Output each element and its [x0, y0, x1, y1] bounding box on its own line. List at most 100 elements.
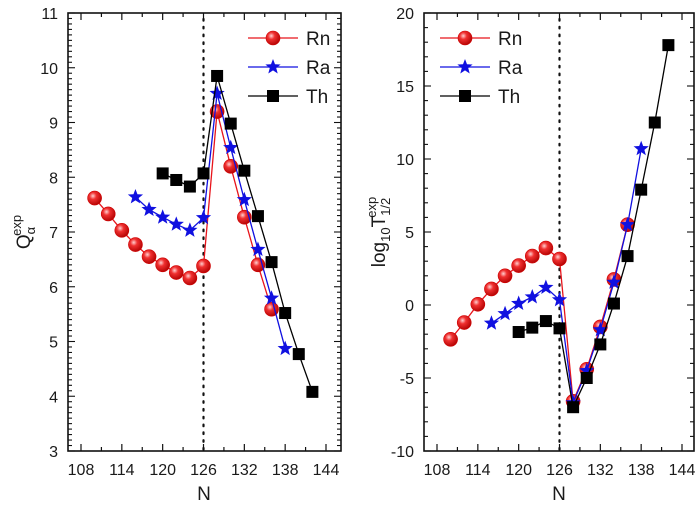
right-ylabel-sub: 1/2	[378, 198, 393, 216]
legend-item-rn: Rn	[248, 29, 330, 50]
data-point-th	[662, 39, 675, 52]
data-point-rn	[538, 240, 554, 256]
x-tick-label: 126	[190, 462, 217, 479]
data-point-rn	[128, 237, 143, 252]
legend-item-ra: Ra	[440, 58, 523, 79]
y-tick-label: 0	[405, 298, 414, 315]
data-point-ra	[250, 241, 266, 256]
left-x-axis-label: N	[197, 484, 211, 505]
y-tick-label: 9	[49, 116, 58, 133]
x-tick-label: 144	[313, 462, 340, 479]
legend-label: Ra	[498, 58, 523, 79]
y-tick-label: 7	[49, 225, 58, 242]
y-tick-label: 5	[49, 335, 58, 352]
data-point-th	[553, 322, 566, 335]
data-point-rn	[552, 251, 567, 267]
data-point-ra	[592, 321, 608, 337]
legend-item-rn: Rn	[440, 29, 522, 50]
data-point-ra	[263, 290, 280, 305]
data-point-ra	[633, 140, 649, 156]
data-point-ra	[155, 209, 171, 224]
x-tick-label: 108	[424, 462, 451, 479]
legend-label: Th	[306, 87, 328, 108]
y-tick-label: 11	[41, 6, 58, 23]
data-point-th	[607, 297, 620, 310]
data-point-ra	[497, 305, 513, 321]
data-point-ra	[182, 222, 198, 237]
right-ylabel-log: log	[369, 242, 390, 267]
data-point-rn	[511, 258, 526, 273]
right-plot-frame	[423, 12, 695, 452]
right-legend: Rn Ra Th	[440, 29, 523, 108]
data-point-ra	[168, 216, 184, 231]
left-panel: 108 114 120 126 132 138 144 3 4 5 6 7 8 9 10 11 N Qαexp…	[9, 6, 342, 505]
data-point-rn	[456, 315, 472, 330]
series-line-th	[162, 75, 314, 393]
data-point-rn	[524, 248, 540, 264]
y-tick-label: -5	[400, 371, 414, 388]
left-legend: Rn Ra Th	[248, 29, 331, 108]
legend-marker-ra	[265, 59, 281, 74]
data-point-ra	[195, 209, 212, 225]
right-ylabel-t: T	[369, 215, 390, 227]
x-tick-label: 108	[68, 462, 95, 479]
legend-marker-th	[459, 90, 471, 102]
data-point-ra	[127, 188, 144, 204]
series-line-th	[518, 44, 670, 410]
data-point-th	[621, 250, 634, 263]
x-tick-label: 126	[546, 462, 573, 479]
data-point-rn	[196, 258, 211, 274]
series-th	[156, 69, 319, 398]
data-point-th	[238, 164, 251, 177]
data-point-ra	[538, 279, 554, 294]
x-tick-label: 138	[272, 462, 299, 479]
legend-label: Ra	[306, 58, 331, 79]
data-point-ra	[236, 191, 252, 207]
y-tick-label: 10	[40, 61, 58, 78]
data-point-th	[156, 167, 169, 180]
left-ylabel-main: Q	[14, 234, 35, 249]
y-tick-label: 8	[49, 170, 58, 187]
data-point-th	[526, 321, 539, 334]
x-tick-label: 114	[109, 462, 135, 479]
data-point-th	[512, 326, 525, 339]
data-point-rn	[497, 268, 513, 284]
series-th	[512, 39, 675, 414]
data-point-ra	[619, 216, 636, 232]
data-point-rn	[484, 281, 499, 297]
legend-marker-ra	[457, 59, 473, 74]
right-ylabel-sup: exp	[364, 197, 379, 218]
data-point-ra	[141, 201, 157, 217]
data-point-th	[170, 173, 183, 186]
right-panel: 108 114 120 126 132 138 144 -10 -5 0 5 10 15 20 N log…	[364, 6, 695, 505]
data-point-ra	[483, 315, 500, 330]
data-point-th	[197, 167, 210, 180]
data-point-th	[567, 401, 580, 414]
series-line-rn	[450, 224, 629, 402]
data-point-ra	[223, 139, 239, 155]
legend-item-th: Th	[248, 87, 328, 108]
data-point-th	[292, 348, 305, 361]
legend-item-th: Th	[440, 87, 520, 108]
y-tick-label: 4	[49, 389, 58, 406]
legend-marker-rn	[457, 30, 473, 46]
data-point-rn	[100, 206, 116, 222]
legend-marker-th	[267, 90, 279, 102]
right-x-axis-label: N	[552, 484, 566, 505]
data-point-rn	[87, 190, 102, 206]
data-point-th	[306, 385, 319, 398]
series-rn	[87, 104, 279, 317]
data-point-th	[648, 116, 661, 129]
data-point-rn	[443, 332, 458, 347]
y-tick-label: 6	[49, 280, 58, 297]
legend-label: Th	[498, 87, 520, 108]
right-ylabel-base: 10	[378, 227, 393, 241]
data-point-th	[594, 338, 607, 351]
right-y-axis-label: log10T1/2exp	[364, 197, 393, 267]
data-point-th	[635, 183, 648, 196]
left-series-layer	[87, 69, 319, 398]
x-tick-label: 144	[669, 462, 696, 479]
y-tick-label: 20	[396, 6, 414, 23]
legend-label: Rn	[306, 29, 330, 50]
